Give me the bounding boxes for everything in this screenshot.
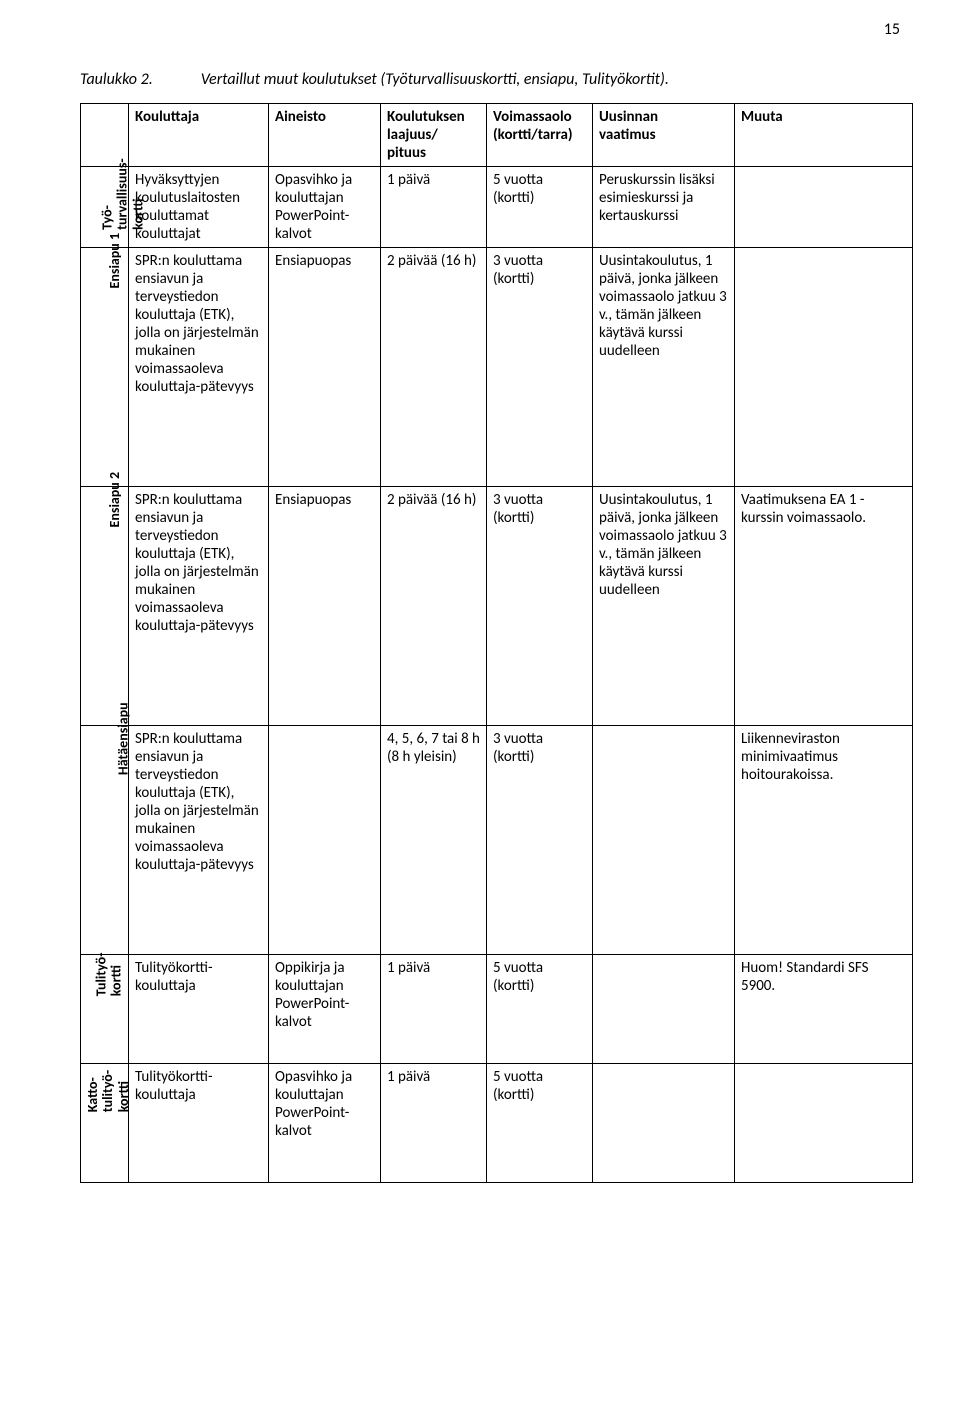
side-hataensiapu: Hätäensiapu bbox=[81, 726, 129, 955]
cell-aineisto bbox=[269, 726, 381, 955]
caption-number: Taulukko 2. bbox=[80, 70, 153, 89]
header-laajuus-l2: laajuus/ bbox=[387, 126, 438, 144]
side-tyo-l1: Työ- bbox=[100, 158, 115, 230]
header-kouluttaja: Kouluttaja bbox=[129, 104, 269, 167]
side-tuli-l1: Tulityö- bbox=[93, 953, 108, 997]
cell-voimassa: 3 vuotta (kortti) bbox=[487, 248, 593, 487]
cell-muuta: Huom! Standardi SFS 5900. bbox=[735, 955, 913, 1064]
side-ea2-label: Ensiapu 2 bbox=[107, 472, 122, 528]
cell-muuta: Liikenneviraston minimivaatimus hoitoura… bbox=[735, 726, 913, 955]
side-ensiapu1: Ensiapu 1 bbox=[81, 248, 129, 487]
cell-aineisto: Oppikirja ja kouluttajan PowerPoint-kalv… bbox=[269, 955, 381, 1064]
cell-kouluttaja: Tulityökortti-kouluttaja bbox=[129, 1064, 269, 1183]
cell-muuta bbox=[735, 167, 913, 248]
caption-text: Vertaillut muut koulutukset (Työturvalli… bbox=[201, 70, 669, 89]
side-tyo-l3: kortti bbox=[130, 158, 145, 230]
cell-laajuus: 4, 5, 6, 7 tai 8 h (8 h yleisin) bbox=[381, 726, 487, 955]
header-laajuus-l1: Koulutuksen bbox=[387, 108, 465, 126]
cell-voimassa: 5 vuotta (kortti) bbox=[487, 955, 593, 1064]
table-header-row: Kouluttaja Aineisto Koulutuksen laajuus/… bbox=[81, 104, 913, 167]
cell-uusinnan bbox=[593, 955, 735, 1064]
header-blank bbox=[81, 104, 129, 167]
cell-uusinnan bbox=[593, 1064, 735, 1183]
cell-kouluttaja: Tulityökortti-kouluttaja bbox=[129, 955, 269, 1064]
side-katto-l3: kortti bbox=[116, 1070, 131, 1112]
page-number: 15 bbox=[884, 20, 900, 39]
cell-laajuus: 1 päivä bbox=[381, 1064, 487, 1183]
cell-aineisto: Opasvihko ja kouluttajan PowerPoint-kalv… bbox=[269, 167, 381, 248]
side-tyo-l2: turvallisuus- bbox=[115, 158, 130, 230]
cell-voimassa: 3 vuotta (kortti) bbox=[487, 487, 593, 726]
side-hata-label: Hätäensiapu bbox=[116, 702, 131, 775]
side-tuli-l2: kortti bbox=[109, 953, 124, 997]
header-aineisto: Aineisto bbox=[269, 104, 381, 167]
table-row: Katto- tulityö- kortti Tulityökortti-kou… bbox=[81, 1064, 913, 1183]
cell-muuta bbox=[735, 1064, 913, 1183]
cell-voimassa: 5 vuotta (kortti) bbox=[487, 1064, 593, 1183]
header-voimassa-l1: Voimassaolo bbox=[493, 108, 572, 126]
side-katto-l1: Katto- bbox=[85, 1070, 100, 1112]
side-tulityo: Tulityö- kortti bbox=[81, 955, 129, 1064]
side-ensiapu2: Ensiapu 2 bbox=[81, 487, 129, 726]
cell-aineisto: Ensiapuopas bbox=[269, 248, 381, 487]
cell-laajuus: 1 päivä bbox=[381, 167, 487, 248]
page: 15 Taulukko 2. Vertaillut muut koulutukse… bbox=[0, 0, 960, 1422]
header-uusinnan-l1: Uusinnan bbox=[599, 108, 658, 126]
side-katto-l2: tulityö- bbox=[101, 1070, 116, 1112]
header-muuta: Muuta bbox=[735, 104, 913, 167]
cell-voimassa: 5 vuotta (kortti) bbox=[487, 167, 593, 248]
cell-voimassa: 3 vuotta (kortti) bbox=[487, 726, 593, 955]
cell-laajuus: 2 päivää (16 h) bbox=[381, 487, 487, 726]
header-uusinnan-l2: vaatimus bbox=[599, 126, 656, 144]
cell-kouluttaja: SPR:n kouluttama ensiavun ja terveystied… bbox=[129, 487, 269, 726]
table-row: Työ- turvallisuus- kortti Hyväksyttyjen … bbox=[81, 167, 913, 248]
table-row: Ensiapu 1 SPR:n kouluttama ensiavun ja t… bbox=[81, 248, 913, 487]
cell-laajuus: 2 päivää (16 h) bbox=[381, 248, 487, 487]
cell-muuta bbox=[735, 248, 913, 487]
table-row: Ensiapu 2 SPR:n kouluttama ensiavun ja t… bbox=[81, 487, 913, 726]
header-laajuus: Koulutuksen laajuus/ pituus bbox=[381, 104, 487, 167]
header-laajuus-l3: pituus bbox=[387, 144, 426, 162]
header-uusinnan: Uusinnan vaatimus bbox=[593, 104, 735, 167]
comparison-table: Kouluttaja Aineisto Koulutuksen laajuus/… bbox=[80, 103, 913, 1183]
side-ea1-label: Ensiapu 1 bbox=[107, 233, 122, 289]
cell-uusinnan bbox=[593, 726, 735, 955]
cell-uusinnan: Peruskurssin lisäksi esimieskurssi ja ke… bbox=[593, 167, 735, 248]
header-voimassa-l2: (kortti/tarra) bbox=[493, 126, 573, 144]
cell-kouluttaja: SPR:n kouluttama ensiavun ja terveystied… bbox=[129, 248, 269, 487]
table-caption: Taulukko 2. Vertaillut muut koulutukset (… bbox=[80, 70, 900, 89]
cell-muuta: Vaatimuksena EA 1 -kurssin voimassaolo. bbox=[735, 487, 913, 726]
table-row: Hätäensiapu SPR:n kouluttama ensiavun ja… bbox=[81, 726, 913, 955]
table-row: Tulityö- kortti Tulityökortti-kouluttaja… bbox=[81, 955, 913, 1064]
cell-kouluttaja: SPR:n kouluttama ensiavun ja terveystied… bbox=[129, 726, 269, 955]
cell-aineisto: Opasvihko ja kouluttajan PowerPoint-kalv… bbox=[269, 1064, 381, 1183]
cell-uusinnan: Uusintakoulutus, 1 päivä, jonka jälkeen … bbox=[593, 487, 735, 726]
side-kattotulityo: Katto- tulityö- kortti bbox=[81, 1064, 129, 1183]
cell-laajuus: 1 päivä bbox=[381, 955, 487, 1064]
cell-uusinnan: Uusintakoulutus, 1 päivä, jonka jälkeen … bbox=[593, 248, 735, 487]
cell-kouluttaja: Hyväksyttyjen koulutuslaitosten koulutta… bbox=[129, 167, 269, 248]
cell-aineisto: Ensiapuopas bbox=[269, 487, 381, 726]
header-voimassa: Voimassaolo (kortti/tarra) bbox=[487, 104, 593, 167]
